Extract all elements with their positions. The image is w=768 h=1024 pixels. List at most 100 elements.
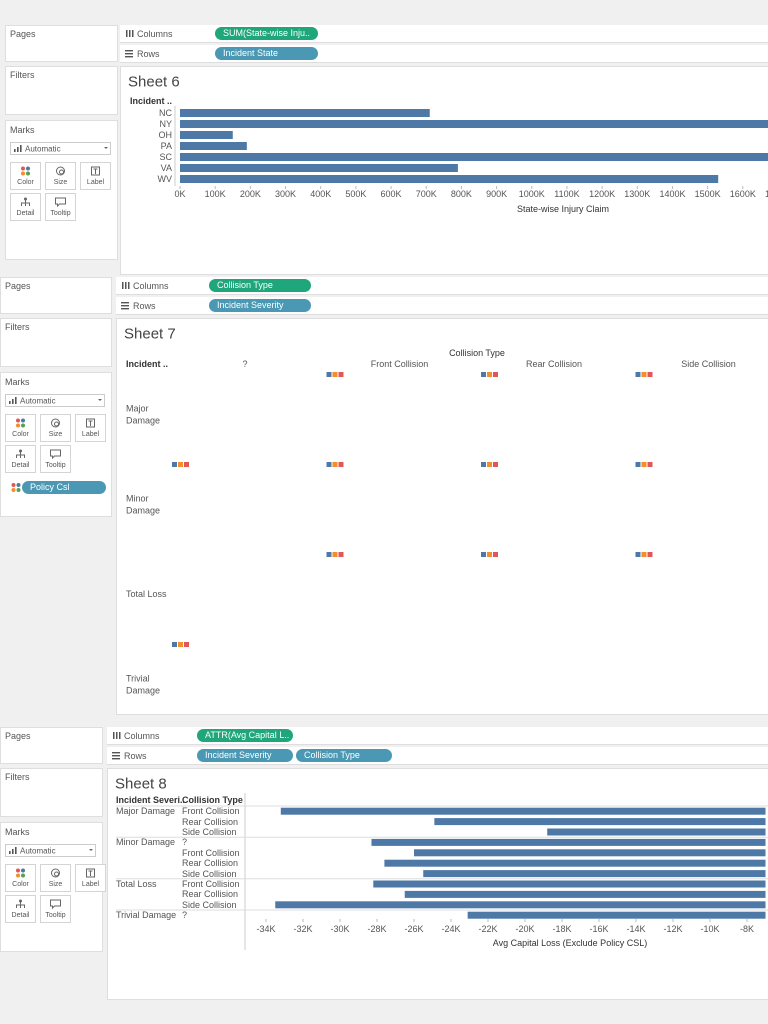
mark-type-dropdown[interactable] [5, 844, 96, 857]
mark-square [172, 462, 177, 467]
mark-square [338, 372, 344, 377]
pages-label: Pages [5, 280, 31, 291]
x-tick-label: 1100K [554, 188, 580, 199]
mark-square [481, 552, 486, 557]
icon [21, 171, 25, 176]
icon [26, 166, 30, 171]
row-label: Trivial Damage [126, 673, 161, 695]
mark-button[interactable] [5, 864, 36, 892]
x-tick-label: -10K [700, 923, 720, 934]
mark-button[interactable] [10, 162, 41, 190]
icon [9, 401, 11, 404]
icon [21, 423, 25, 428]
mark-square [487, 552, 492, 557]
x-tick-label: 1600K [729, 188, 756, 199]
icon [26, 171, 30, 176]
row-label: Front Collision [182, 806, 240, 817]
bar [180, 131, 233, 139]
mark-button-label: Tooltip [45, 911, 66, 919]
icon [21, 200, 30, 206]
icon [16, 868, 20, 873]
icon [56, 166, 65, 176]
group-label: Total Loss [116, 878, 157, 889]
row-label: NY [159, 118, 172, 129]
icon [54, 871, 59, 877]
icon [19, 899, 22, 903]
row-label: NC [159, 107, 172, 118]
columns-label: Columns [137, 28, 173, 39]
marks-pill[interactable]: Policy Csl [22, 481, 106, 494]
mark-square [332, 462, 338, 467]
icon [112, 755, 120, 757]
mark-square [647, 462, 653, 467]
x-tick-label: 100K [204, 188, 226, 199]
mark-button-label: Color [12, 880, 29, 888]
columns-label: Columns [124, 730, 160, 741]
x-tick-label: 1200K [589, 188, 616, 199]
mark-square [184, 642, 189, 647]
bar [404, 890, 766, 898]
marks-label: Marks [10, 124, 35, 135]
columns-pill[interactable]: ATTR(Avg Capital L.. [197, 729, 293, 742]
mark-type: Automatic [25, 143, 61, 153]
x-tick-label: -14K [626, 923, 646, 934]
rows-pill[interactable]: Collision Type [296, 749, 392, 762]
rows-pill[interactable]: Incident Severity [209, 299, 311, 312]
icon [11, 488, 16, 492]
sheet-title: Sheet 6 [128, 73, 180, 91]
icon [121, 302, 129, 304]
row-label: Front Collision [182, 847, 240, 858]
mark-square [178, 462, 183, 467]
filters-label: Filters [5, 321, 30, 332]
mark-button-label: Color [12, 430, 29, 438]
rows-pill[interactable]: Incident State [215, 47, 318, 60]
rows-pill[interactable]: Incident Severity [197, 749, 293, 762]
mark-type-dropdown[interactable] [10, 142, 111, 155]
mark-type-dropdown[interactable] [5, 394, 105, 407]
row-label: SC [159, 151, 172, 162]
x-tick-label: -12K [663, 923, 683, 934]
icon [21, 873, 25, 878]
icon [125, 53, 133, 55]
mark-button-label: Detail [11, 911, 30, 919]
x-tick-label: -20K [515, 923, 535, 934]
mark-square [647, 372, 653, 377]
bar [467, 911, 766, 919]
pages-card [0, 277, 112, 314]
x-tick-label: 600K [380, 188, 402, 199]
x-tick-label: 900K [486, 188, 508, 199]
mark-square [641, 552, 647, 557]
x-tick-label: 1500K [694, 188, 721, 199]
bar [180, 142, 247, 150]
pages-card [5, 25, 118, 62]
bar [371, 838, 766, 846]
mark-square [641, 462, 647, 467]
row-label: WV [157, 173, 173, 184]
icon [16, 423, 20, 428]
row-label: Side Collision [182, 868, 237, 879]
icon [16, 483, 21, 487]
mark-button-label: Detail [16, 209, 35, 217]
icon [21, 868, 25, 873]
mark-type: Automatic [20, 395, 56, 405]
icon [12, 849, 14, 854]
x-tick-label: 800K [450, 188, 472, 199]
icon [50, 449, 61, 460]
icon [112, 758, 120, 760]
icon [51, 868, 60, 878]
rows-label: Rows [137, 48, 160, 59]
columns-pill[interactable]: Collision Type [209, 279, 311, 292]
x-tick-label: -8K [739, 923, 755, 934]
bar [275, 901, 766, 909]
icon [121, 305, 129, 307]
sheet-canvas [116, 318, 768, 715]
icon [86, 418, 95, 428]
x-tick-label: 1700K [764, 188, 768, 199]
columns-pill[interactable]: SUM(State-wise Inju.. [215, 27, 318, 40]
icon [51, 418, 60, 428]
sheet-title: Sheet 7 [124, 325, 176, 343]
mark-button[interactable] [5, 414, 36, 442]
x-tick-label: 1300K [624, 188, 651, 199]
icon [125, 282, 127, 289]
